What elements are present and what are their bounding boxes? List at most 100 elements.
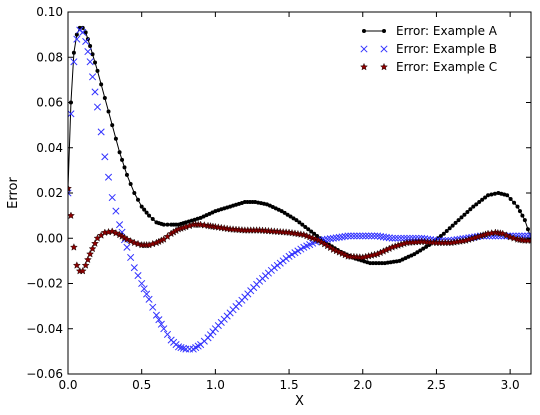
data-point: [329, 234, 337, 242]
data-point: [113, 136, 118, 141]
data-point: [480, 197, 485, 202]
y-axis-label: Error: [6, 177, 21, 209]
data-point: [344, 232, 352, 240]
data-point: [368, 232, 376, 240]
data-point: [371, 261, 376, 266]
data-point: [379, 261, 384, 266]
data-point: [84, 48, 92, 56]
data-point: [515, 204, 520, 209]
x-tick-label: 1.5: [280, 378, 299, 392]
y-tick-label: 0.08: [36, 50, 63, 64]
data-point: [138, 279, 146, 288]
data-point: [88, 244, 97, 253]
data-point: [106, 109, 111, 114]
data-point: [388, 260, 393, 265]
data-point: [73, 35, 81, 43]
data-point: [152, 311, 160, 319]
plot-area: [68, 12, 531, 374]
data-point: [68, 184, 72, 192]
data-point: [160, 325, 168, 333]
data-point: [382, 233, 390, 241]
data-point: [525, 227, 530, 232]
legend-marker: [362, 29, 366, 33]
data-point: [112, 207, 120, 215]
data-point: [145, 295, 153, 303]
data-point: [91, 88, 99, 96]
data-point: [376, 232, 384, 240]
x-tick-label: 0.0: [58, 378, 77, 392]
data-point: [362, 232, 370, 240]
data-point: [124, 172, 129, 177]
data-point: [139, 204, 144, 209]
data-point: [527, 236, 531, 244]
data-point: [95, 68, 100, 73]
data-point: [418, 248, 423, 253]
data-point: [71, 50, 76, 55]
data-point: [285, 212, 290, 217]
data-point: [326, 235, 334, 243]
data-point: [83, 255, 92, 264]
data-point: [288, 214, 293, 219]
y-tick-label: −0.02: [26, 277, 63, 291]
data-point: [309, 229, 314, 234]
data-point: [453, 220, 458, 225]
data-point: [356, 232, 364, 240]
legend-marker: [380, 45, 388, 53]
legend-marker: [382, 29, 386, 33]
data-point: [70, 58, 78, 66]
data-point: [143, 290, 151, 298]
data-point: [353, 232, 361, 240]
y-tick-label: −0.06: [26, 367, 63, 381]
legend-marker: [360, 45, 368, 53]
data-point: [347, 232, 355, 240]
series-c: [68, 184, 531, 275]
legend-label: Error: Example A: [396, 24, 498, 38]
legend-marker: [360, 62, 368, 71]
data-point: [78, 266, 87, 275]
data-point: [400, 234, 408, 242]
data-point: [179, 344, 187, 352]
data-point: [161, 222, 166, 227]
data-point: [91, 239, 99, 247]
data-point: [144, 210, 149, 215]
data-point: [163, 330, 172, 338]
y-tick-label: 0.02: [36, 186, 63, 200]
data-point: [174, 343, 183, 351]
data-point: [132, 191, 137, 195]
data-point: [370, 232, 379, 240]
data-point: [110, 123, 115, 128]
data-point: [86, 249, 95, 258]
data-point: [88, 43, 93, 48]
x-tick-label: 2.0: [353, 378, 372, 392]
data-point: [130, 264, 138, 272]
data-point: [415, 250, 420, 255]
data-point: [149, 303, 157, 311]
data-point: [438, 233, 443, 238]
legend: Error: Example A Error: Example B Error: E…: [360, 24, 498, 74]
data-point: [300, 222, 305, 227]
data-point: [117, 150, 122, 155]
data-point: [486, 193, 491, 198]
data-point: [116, 221, 124, 229]
data-point: [471, 204, 476, 209]
data-point: [297, 220, 302, 225]
data-point: [306, 227, 311, 232]
y-tick-label: 0.06: [36, 96, 63, 110]
data-point: [165, 222, 170, 227]
data-point: [200, 221, 209, 229]
data-point: [350, 232, 358, 240]
data-point: [385, 260, 390, 265]
data-point: [394, 259, 399, 264]
data-point: [150, 217, 155, 222]
data-point: [79, 28, 87, 36]
data-point: [72, 261, 81, 269]
x-axis-label: X: [295, 394, 304, 409]
data-point: [368, 261, 373, 266]
data-point: [385, 234, 393, 242]
y-tick-label: 0.04: [36, 141, 63, 155]
x-tick-label: 2.5: [427, 378, 446, 392]
legend-item: Error: Example C: [360, 60, 497, 74]
data-point: [136, 197, 141, 202]
data-point: [69, 243, 78, 251]
